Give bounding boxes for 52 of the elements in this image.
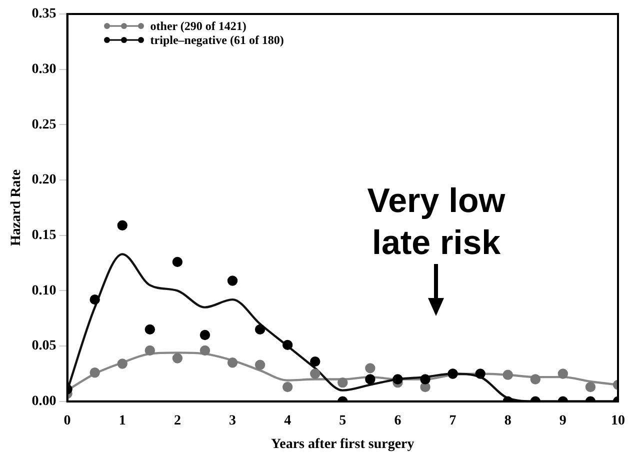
legend-label: triple–negative (61 of 180) [150, 33, 284, 47]
point [254, 324, 266, 335]
point [420, 374, 430, 384]
point [90, 368, 100, 378]
x-tick-label: 5 [339, 413, 346, 428]
point [365, 363, 376, 374]
point [310, 368, 320, 379]
legend-label: other (290 of 1421) [150, 19, 246, 33]
point [227, 358, 238, 368]
y-tick-label: 0.05 [32, 338, 56, 354]
point [144, 324, 156, 335]
point [585, 382, 596, 392]
point [502, 370, 513, 380]
x-tick-label: 3 [229, 413, 236, 428]
point [282, 340, 293, 350]
point [475, 368, 486, 379]
point [365, 374, 376, 384]
point [200, 345, 210, 356]
point [144, 345, 156, 356]
point [117, 358, 128, 369]
y-tick-label: 0.35 [32, 6, 56, 22]
x-tick-label: 8 [504, 413, 512, 428]
y-tick-label: 0.25 [32, 117, 56, 132]
x-tick-label: 7 [449, 413, 456, 428]
x-tick-label: 2 [174, 413, 181, 428]
point [227, 276, 238, 286]
point [172, 256, 183, 268]
x-tick-label: 9 [559, 413, 566, 428]
point [338, 377, 348, 388]
point [530, 374, 540, 384]
x-tick-label: 1 [118, 413, 126, 428]
y-axis-title: Hazard Rate [9, 169, 24, 246]
annotation: Very low late risk [367, 182, 506, 262]
point [254, 360, 266, 370]
x-axis-title: Years after first surgery [271, 437, 414, 452]
y-tick-label: 0.10 [32, 283, 56, 298]
point [558, 368, 568, 379]
point [90, 294, 100, 305]
point [117, 220, 128, 231]
x-tick-label: 10 [611, 413, 625, 428]
point [282, 382, 293, 392]
point [172, 353, 183, 364]
point [392, 374, 403, 384]
point [200, 330, 210, 340]
point [310, 356, 320, 367]
y-tick-label: 0.15 [32, 228, 56, 243]
x-tick-label: 0 [64, 413, 71, 428]
y-tick-label: 0.00 [32, 394, 56, 410]
y-tick-label: 0.30 [32, 62, 56, 77]
y-tick-label: 0.20 [32, 172, 56, 188]
x-tick-label: 4 [284, 413, 292, 428]
x-tick-label: 6 [394, 413, 402, 428]
